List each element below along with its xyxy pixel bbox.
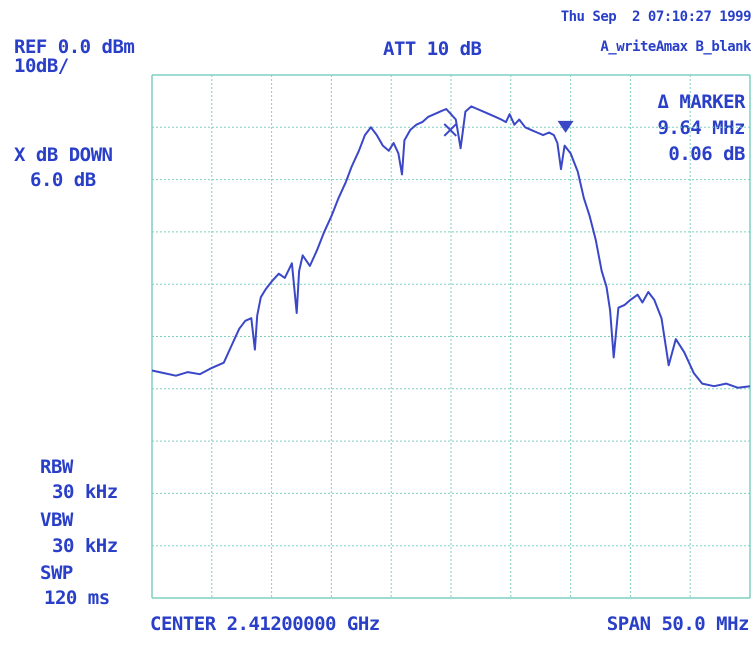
plot-grid xyxy=(151,74,751,599)
sweep-value: 120 ms xyxy=(44,587,110,609)
attenuation: ATT 10 dB xyxy=(383,38,482,60)
marker-layer xyxy=(443,120,574,137)
trace-modes: A_writeAmax B_blank xyxy=(600,39,751,55)
x-db-down-label: X dB DOWN xyxy=(14,144,113,166)
reference-marker xyxy=(443,123,457,137)
delta-marker-title: Δ MARKER xyxy=(657,91,745,113)
delta-marker-level: 0.06 dB xyxy=(668,143,745,165)
vbw-value: 30 kHz xyxy=(52,535,118,557)
rbw-label: RBW xyxy=(40,456,73,478)
rbw-value: 30 kHz xyxy=(52,481,118,503)
timestamp: Thu Sep 2 07:10:27 1999 xyxy=(560,9,752,25)
center-frequency: CENTER 2.41200000 GHz xyxy=(150,613,380,635)
vbw-label: VBW xyxy=(40,509,73,531)
delta-marker xyxy=(557,120,574,133)
scale-per-division: 10dB/ xyxy=(14,55,69,77)
ref-level: REF 0.0 dBm xyxy=(14,36,135,58)
sweep-label: SWP xyxy=(40,562,73,584)
x-db-down-value: 6.0 dB xyxy=(30,169,96,191)
spectrum-trace xyxy=(151,105,751,389)
span: SPAN 50.0 MHz xyxy=(606,613,750,635)
